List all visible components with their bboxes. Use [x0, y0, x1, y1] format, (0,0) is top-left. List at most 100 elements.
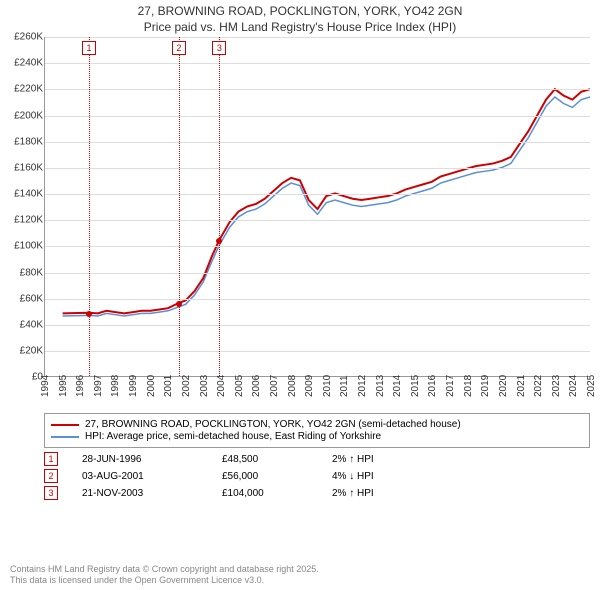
x-axis-label: 2005 — [234, 375, 245, 397]
marker-dot — [176, 301, 182, 307]
sale-date: 28-JUN-1996 — [82, 454, 222, 465]
y-axis-label: £240K — [3, 58, 43, 69]
x-axis-label: 2024 — [568, 375, 579, 397]
x-axis-label: 2002 — [181, 375, 192, 397]
x-axis-label: 2023 — [551, 375, 562, 397]
marker-vline — [179, 37, 180, 376]
marker-box: 2 — [172, 41, 186, 55]
x-axis-label: 2019 — [480, 375, 491, 397]
y-axis-label: £40K — [3, 319, 43, 330]
legend-swatch-hpi — [51, 436, 79, 438]
gridline — [45, 37, 590, 38]
title-line2: Price paid vs. HM Land Registry's House … — [0, 20, 600, 36]
sale-date: 21-NOV-2003 — [82, 488, 222, 499]
y-axis-label: £160K — [3, 162, 43, 173]
gridline — [45, 168, 590, 169]
y-axis-label: £0 — [3, 372, 43, 383]
x-axis-label: 2012 — [357, 375, 368, 397]
x-axis-label: 2022 — [533, 375, 544, 397]
y-axis-label: £60K — [3, 293, 43, 304]
table-row: 1 28-JUN-1996£48,5002% ↑ HPI — [44, 452, 590, 466]
gridline — [45, 246, 590, 247]
legend: 27, BROWNING ROAD, POCKLINGTON, YORK, YO… — [44, 413, 590, 448]
row-marker: 3 — [44, 486, 58, 500]
plot-area: £0£20K£40K£60K£80K£100K£120K£140K£160K£1… — [44, 37, 590, 377]
x-axis-label: 2020 — [498, 375, 509, 397]
x-axis-label: 1994 — [40, 375, 51, 397]
y-axis-label: £80K — [3, 267, 43, 278]
y-axis-label: £20K — [3, 346, 43, 357]
row-marker: 2 — [44, 469, 58, 483]
sales-table: 128-JUN-1996£48,5002% ↑ HPI203-AUG-2001£… — [44, 452, 590, 500]
y-axis-label: £260K — [3, 32, 43, 43]
marker-vline — [89, 37, 90, 376]
table-row: 2 03-AUG-2001£56,0004% ↓ HPI — [44, 469, 590, 483]
marker-dot — [216, 238, 222, 244]
gridline — [45, 142, 590, 143]
series-line — [63, 89, 590, 313]
x-axis-label: 1995 — [58, 375, 69, 397]
x-axis-label: 2017 — [445, 375, 456, 397]
x-axis-label: 2001 — [163, 375, 174, 397]
gridline — [45, 116, 590, 117]
title-line1: 27, BROWNING ROAD, POCKLINGTON, YORK, YO… — [0, 4, 600, 20]
y-axis-label: £200K — [3, 110, 43, 121]
x-axis-label: 2018 — [463, 375, 474, 397]
y-axis-label: £100K — [3, 241, 43, 252]
footer-line1: Contains HM Land Registry data © Crown c… — [10, 564, 590, 575]
x-axis-label: 1997 — [93, 375, 104, 397]
legend-label-price: 27, BROWNING ROAD, POCKLINGTON, YORK, YO… — [85, 419, 461, 430]
x-axis-label: 2008 — [287, 375, 298, 397]
y-axis-label: £120K — [3, 215, 43, 226]
x-axis-labels: 1994199519961997199819992000200120022003… — [44, 377, 590, 407]
table-row: 3 21-NOV-2003£104,0002% ↑ HPI — [44, 486, 590, 500]
sale-price: £56,000 — [222, 471, 332, 482]
chart-title: 27, BROWNING ROAD, POCKLINGTON, YORK, YO… — [0, 0, 600, 37]
x-axis-label: 2003 — [199, 375, 210, 397]
x-axis-label: 2013 — [375, 375, 386, 397]
x-axis-label: 2004 — [216, 375, 227, 397]
legend-swatch-price — [51, 424, 79, 426]
gridline — [45, 194, 590, 195]
marker-box: 1 — [82, 41, 96, 55]
x-axis-label: 2016 — [427, 375, 438, 397]
x-axis-label: 2025 — [586, 375, 597, 397]
gridline — [45, 325, 590, 326]
sale-change: 2% ↑ HPI — [332, 454, 452, 465]
x-axis-label: 1996 — [75, 375, 86, 397]
sale-price: £104,000 — [222, 488, 332, 499]
gridline — [45, 63, 590, 64]
y-axis-label: £180K — [3, 136, 43, 147]
x-axis-label: 2007 — [269, 375, 280, 397]
row-marker: 1 — [44, 452, 58, 466]
legend-row-price: 27, BROWNING ROAD, POCKLINGTON, YORK, YO… — [51, 419, 583, 430]
x-axis-label: 2009 — [304, 375, 315, 397]
x-axis-label: 2010 — [322, 375, 333, 397]
footer: Contains HM Land Registry data © Crown c… — [10, 564, 590, 586]
y-axis-label: £220K — [3, 84, 43, 95]
x-axis-label: 2014 — [392, 375, 403, 397]
marker-vline — [219, 37, 220, 376]
marker-dot — [86, 311, 92, 317]
x-axis-label: 1999 — [128, 375, 139, 397]
chart: £0£20K£40K£60K£80K£100K£120K£140K£160K£1… — [44, 37, 590, 407]
x-axis-label: 2015 — [410, 375, 421, 397]
sale-change: 4% ↓ HPI — [332, 471, 452, 482]
x-axis-label: 2000 — [146, 375, 157, 397]
footer-line2: This data is licensed under the Open Gov… — [10, 575, 590, 586]
legend-row-hpi: HPI: Average price, semi-detached house,… — [51, 431, 583, 442]
sale-price: £48,500 — [222, 454, 332, 465]
marker-box: 3 — [212, 41, 226, 55]
x-axis-label: 2006 — [251, 375, 262, 397]
gridline — [45, 299, 590, 300]
gridline — [45, 273, 590, 274]
x-axis-label: 1998 — [110, 375, 121, 397]
sale-change: 2% ↑ HPI — [332, 488, 452, 499]
sale-date: 03-AUG-2001 — [82, 471, 222, 482]
gridline — [45, 351, 590, 352]
x-axis-label: 2011 — [339, 376, 350, 398]
gridline — [45, 220, 590, 221]
gridline — [45, 89, 590, 90]
x-axis-label: 2021 — [516, 375, 527, 397]
y-axis-label: £140K — [3, 189, 43, 200]
